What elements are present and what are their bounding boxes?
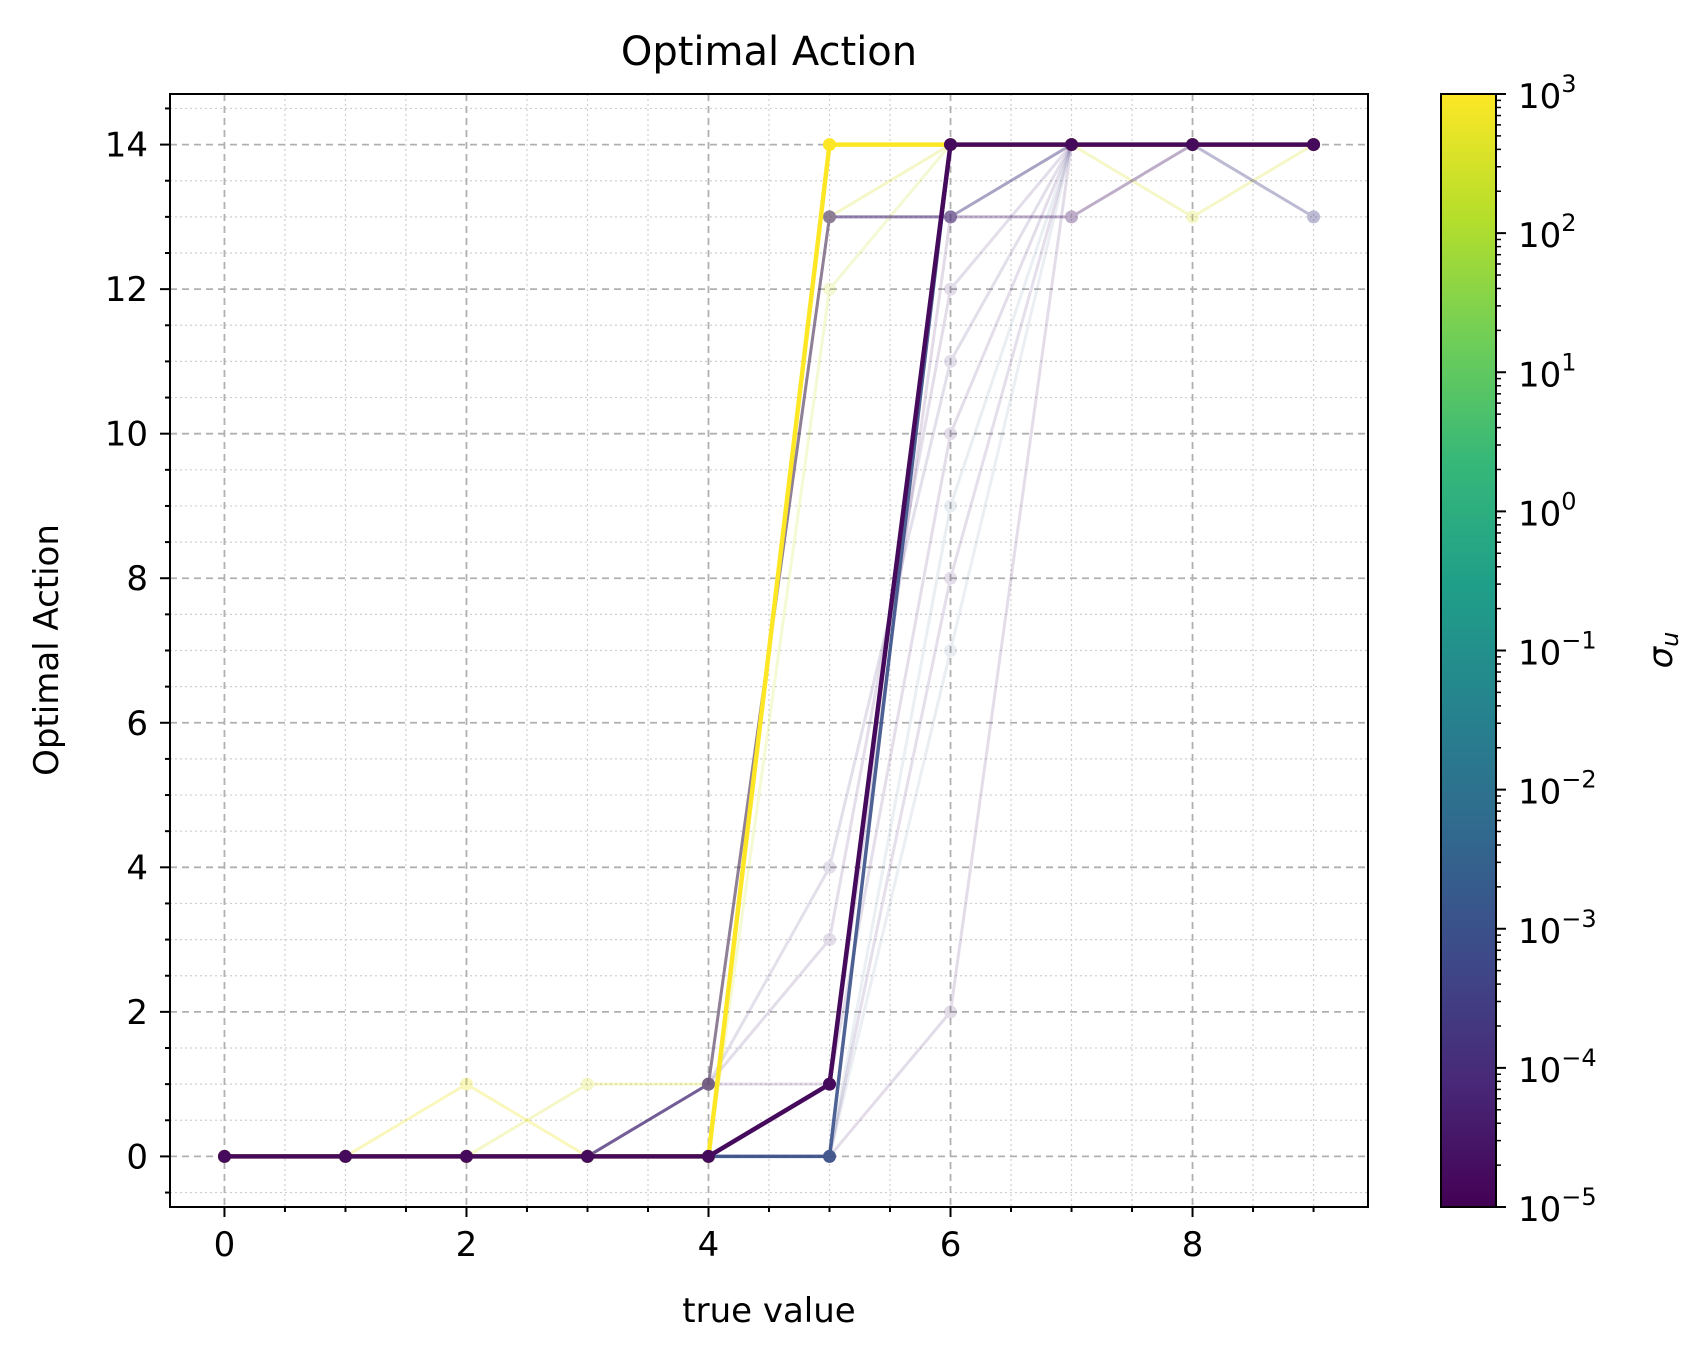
series-point [459, 1077, 473, 1091]
colorbar-tick-label: 102 [1518, 209, 1577, 256]
series-line [224, 142, 1314, 1159]
y-axis-label: Optimal Action [27, 524, 67, 776]
colorbar-tick-label: 100 [1518, 487, 1577, 534]
x-axis: 0 2 4 6 8 [214, 1207, 1315, 1265]
y-tick-label: 0 [126, 1137, 148, 1177]
series-point [338, 1149, 352, 1163]
series-point [823, 210, 837, 224]
series-point [701, 1077, 715, 1091]
colorbar-tick-label: 10−4 [1518, 1044, 1597, 1091]
colorbar-tick-label: 101 [1518, 348, 1577, 395]
series-point [823, 860, 837, 874]
colorbar-label: σu [1641, 632, 1684, 669]
y-tick-label: 4 [126, 848, 148, 888]
series-point [217, 1149, 231, 1163]
series-point [701, 1077, 715, 1091]
chart-title: Optimal Action [621, 29, 917, 75]
colorbar-tick-label: 103 [1518, 70, 1577, 117]
y-tick-label: 8 [126, 559, 148, 599]
series-point [580, 1077, 594, 1091]
series-point [823, 1077, 837, 1091]
series-point [823, 210, 837, 224]
series-point [1307, 138, 1321, 152]
x-tick-label: 8 [1182, 1225, 1204, 1265]
series-point [580, 1149, 594, 1163]
series-point [944, 571, 958, 585]
y-tick-label: 6 [126, 704, 148, 744]
colorbar-tick-label: 10−2 [1518, 766, 1597, 813]
series-point [823, 933, 837, 947]
series-point [944, 210, 958, 224]
series-point [701, 1077, 715, 1091]
x-axis-label: true value [682, 1291, 855, 1331]
series-point [1065, 210, 1079, 224]
series-point [701, 1077, 715, 1091]
series-point [823, 138, 837, 152]
series-point [944, 354, 958, 368]
x-tick-label: 2 [456, 1225, 478, 1265]
major-grid [170, 94, 1368, 1207]
series-point [1186, 138, 1200, 152]
y-tick-label: 10 [105, 415, 148, 455]
series-point [944, 499, 958, 513]
x-tick-label: 6 [940, 1225, 962, 1265]
series-point [944, 138, 958, 152]
colorbar-label-sub: u [1656, 632, 1684, 647]
series-point [1065, 138, 1079, 152]
series [217, 138, 1321, 1163]
colorbar-tick-label: 10−1 [1518, 627, 1597, 674]
colorbar [1440, 93, 1497, 1208]
y-tick-label: 12 [105, 270, 148, 310]
y-tick-label: 2 [126, 993, 148, 1033]
series-point [459, 1149, 473, 1163]
series-point [823, 210, 837, 224]
series-point [944, 210, 958, 224]
series-point [701, 1077, 715, 1091]
series-point [1186, 210, 1200, 224]
series-point [944, 282, 958, 296]
series-point [944, 427, 958, 441]
colorbar-tick-label: 10−5 [1518, 1183, 1597, 1230]
series-point [944, 1005, 958, 1019]
series-point [944, 644, 958, 657]
x-tick-label: 4 [698, 1225, 720, 1265]
colorbar-axis: 103 102 101 100 10−1 10−2 10−3 10−4 10−5 [1496, 70, 1597, 1230]
series-point [701, 1149, 715, 1163]
colorbar-tick-label: 10−3 [1518, 905, 1597, 952]
series-point [1307, 210, 1321, 224]
series-layer [217, 138, 1321, 1163]
y-tick-label: 14 [105, 126, 148, 166]
series-point [823, 282, 837, 296]
x-tick-label: 0 [214, 1225, 236, 1265]
series-point [701, 1077, 715, 1091]
colorbar-label-main: σ [1641, 645, 1681, 668]
series-point [823, 1149, 837, 1163]
y-axis: 0 2 4 6 8 10 12 14 [105, 107, 170, 1194]
series-point [944, 210, 958, 224]
